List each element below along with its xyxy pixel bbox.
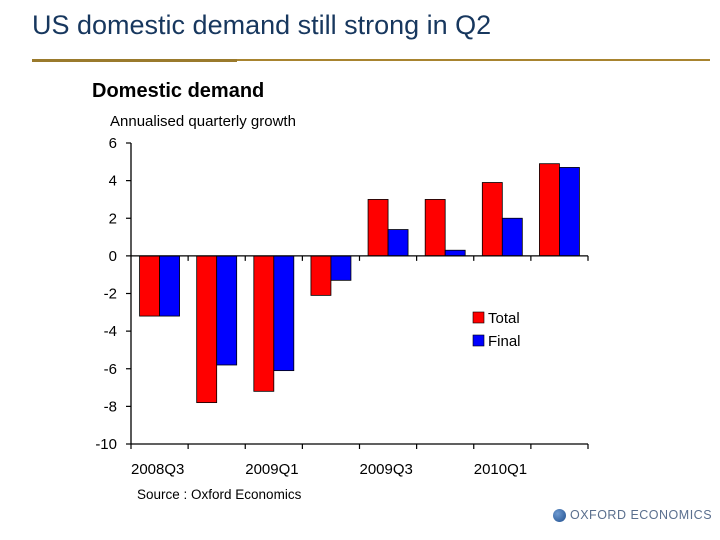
y-tick-label: -10 [95, 436, 117, 453]
y-tick-label: 2 [109, 210, 117, 227]
y-tick-label: -2 [104, 286, 117, 303]
legend-label-final: Final [488, 333, 521, 350]
legend-swatch-final [472, 334, 485, 347]
x-tick-label: 2009Q3 [360, 461, 413, 478]
y-axis-label: Annualised quarterly growth [110, 113, 296, 130]
bar-final-2009Q4 [444, 249, 466, 257]
globe-icon [553, 508, 566, 522]
bar-total-2009Q1 [253, 255, 275, 392]
x-tick-label: 2010Q1 [474, 461, 527, 478]
bar-total-2010Q1 [481, 182, 503, 257]
bar-final-2009Q3 [387, 229, 409, 257]
slide-title: US domestic demand still strong in Q2 [32, 10, 492, 40]
bar-total-2008Q3 [139, 255, 160, 317]
x-tick-label: 2008Q3 [131, 461, 184, 478]
title-divider [32, 59, 710, 61]
bar-final-2008Q4 [216, 255, 238, 366]
y-tick-label: 6 [109, 135, 117, 152]
bar-total-2010Q2 [539, 163, 560, 257]
bar-final-2010Q2 [559, 167, 580, 257]
bar-final-2009Q2 [330, 255, 352, 281]
bar-final-2008Q3 [159, 255, 180, 317]
bar-total-2009Q3 [367, 199, 389, 257]
bar-total-2009Q4 [424, 199, 446, 257]
bar-total-2008Q4 [196, 255, 218, 404]
source-note: Source : Oxford Economics [137, 487, 302, 502]
y-tick-label: -6 [104, 361, 117, 378]
y-tick-label: -8 [104, 398, 117, 415]
y-tick-label: 4 [109, 173, 117, 190]
legend-label-total: Total [488, 310, 520, 327]
bar-final-2010Q1 [501, 217, 523, 257]
bar-final-2009Q1 [273, 255, 295, 372]
x-tick-label: 2009Q1 [245, 461, 298, 478]
chart-title: Domestic demand [92, 80, 265, 102]
y-tick-label: -4 [104, 323, 117, 340]
title-divider-accent [32, 59, 237, 62]
legend-swatch-total [472, 311, 485, 324]
y-tick-label: 0 [109, 248, 117, 265]
bar-total-2009Q2 [310, 255, 332, 296]
logo-text: OXFORD ECONOMICS [570, 508, 713, 522]
oxford-economics-logo: OXFORD ECONOMICS [553, 508, 712, 522]
